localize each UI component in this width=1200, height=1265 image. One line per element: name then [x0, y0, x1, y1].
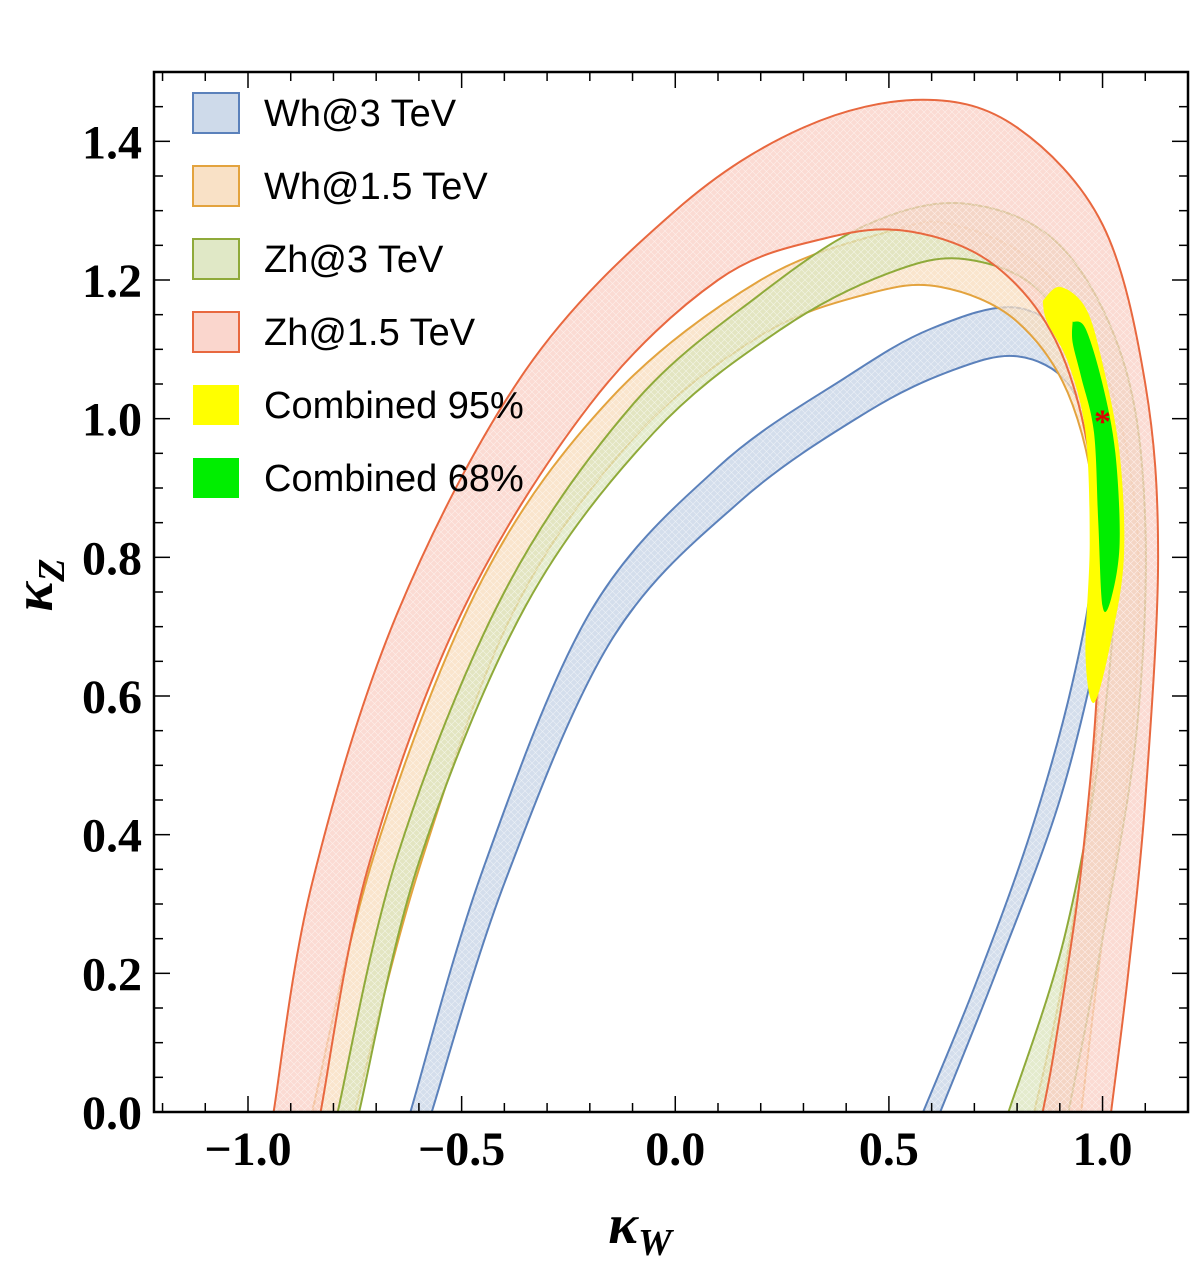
band-inner-edge-wh-3-tev: [430, 354, 1097, 1112]
y-tick-label: 0.4: [82, 810, 142, 863]
legend-label: Combined 95%: [264, 385, 524, 427]
y-axis-title: κZ: [3, 559, 73, 612]
band-inner-edge-zh-1-5-tev: [319, 228, 1101, 1112]
legend-item-wh-1-5-tev: Wh@1.5 TeV: [192, 165, 488, 208]
x-axis-title-main: κ: [608, 1194, 639, 1256]
legend-swatch: [192, 311, 240, 353]
x-tick-label: 1.0: [1073, 1123, 1133, 1176]
legend-item-wh-3-tev: Wh@3 TeV: [192, 92, 457, 135]
legend-label: Wh@3 TeV: [264, 93, 457, 135]
y-tick-label: 0.2: [82, 948, 142, 1001]
x-tick-label: 0.0: [645, 1123, 705, 1176]
legend: Wh@3 TeV Wh@1.5 TeV Zh@3 TeV Zh@1.5 TeV Comb…: [192, 92, 524, 500]
y-tick-label: 1.2: [82, 255, 142, 308]
y-axis-title-main: κ: [3, 580, 65, 611]
legend-label: Combined 68%: [264, 458, 524, 500]
y-tick-label: 1.4: [82, 116, 142, 169]
band-outer-edge-zh-1-5-tev: [272, 98, 1160, 1112]
y-tick-label: 0.8: [82, 532, 142, 585]
legend-label: Zh@1.5 TeV: [264, 312, 476, 354]
legend-swatch: [192, 238, 240, 280]
legend-swatch: [193, 385, 239, 425]
y-axis-title-sub: Z: [31, 559, 73, 583]
legend-swatch: [193, 458, 239, 498]
x-axis-title: κW: [608, 1194, 675, 1260]
axis-ticks: −1.0 −0.5 0.0 0.5 1.0 0.0 0.2 0.4 0.6 0.8 1.0 1.2 1.…: [82, 71, 1189, 1176]
legend-item-zh-1-5-tev: Zh@1.5 TeV: [192, 311, 476, 354]
data-regions: *: [272, 98, 1160, 1112]
y-tick-label: 0.6: [82, 671, 142, 724]
legend-label: Wh@1.5 TeV: [264, 166, 488, 208]
x-tick-label: −1.0: [204, 1123, 291, 1176]
legend-label: Zh@3 TeV: [264, 239, 444, 281]
best-fit-marker: *: [1094, 404, 1111, 441]
legend-item-combined-95: Combined 95%: [193, 385, 524, 427]
legend-swatch: [192, 165, 240, 207]
band-hatch-wh-3-tev: [410, 307, 1120, 1112]
legend-item-combined-68: Combined 68%: [193, 458, 524, 500]
series-zh-1-5-tev: [272, 98, 1160, 1112]
x-axis-title-sub: W: [638, 1222, 675, 1260]
x-tick-label: −0.5: [418, 1123, 505, 1176]
y-tick-label: 1.0: [82, 394, 142, 447]
legend-swatch: [192, 92, 240, 134]
band-hatch-zh-1-5-tev: [273, 99, 1159, 1112]
x-tick-label: 0.5: [859, 1123, 919, 1176]
region-combined-68: [1071, 321, 1120, 613]
legend-item-zh-3-tev: Zh@3 TeV: [192, 238, 444, 281]
y-tick-label: 0.0: [82, 1087, 142, 1140]
